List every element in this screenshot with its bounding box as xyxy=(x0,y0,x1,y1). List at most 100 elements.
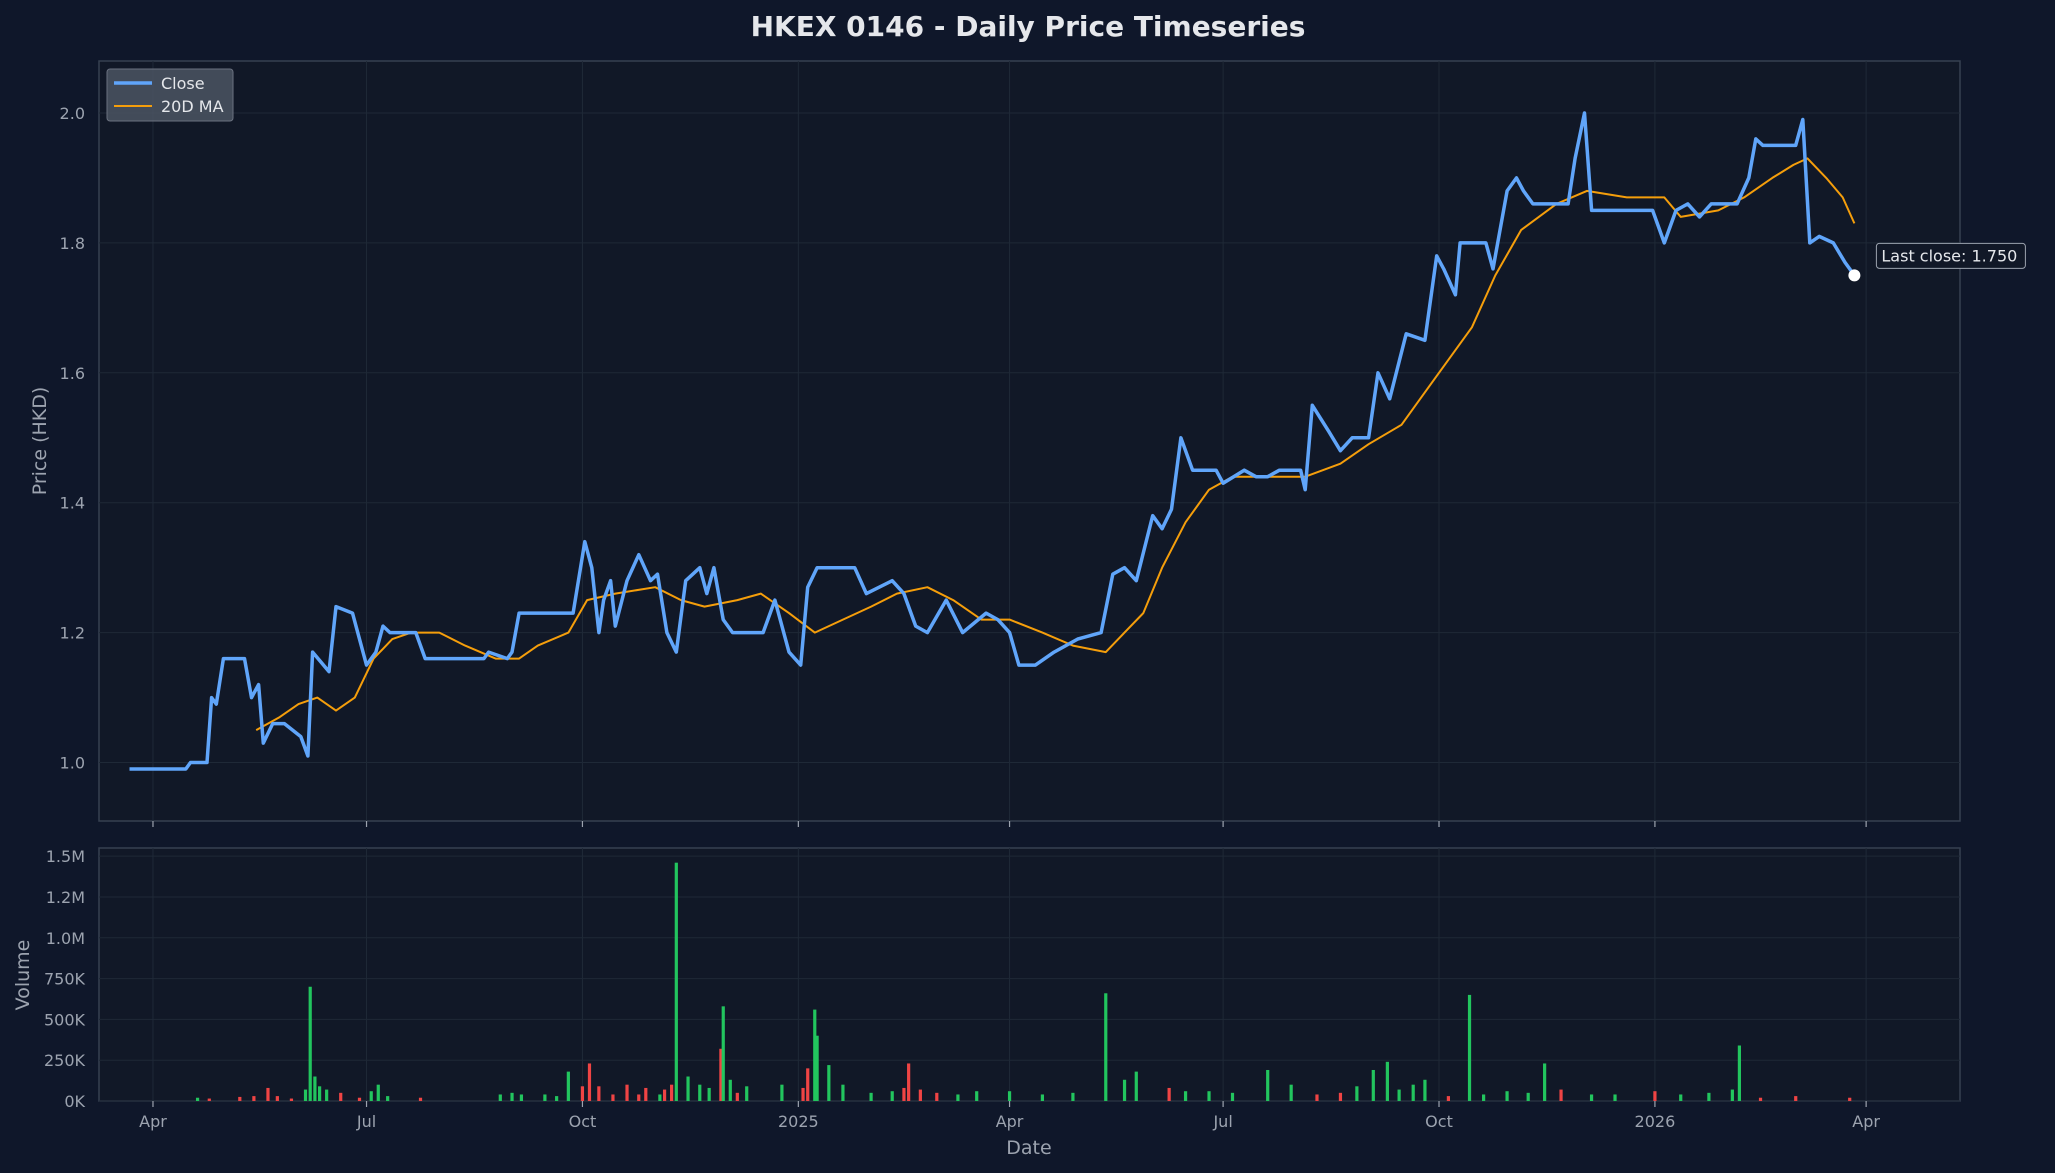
volume-bar xyxy=(275,1096,279,1101)
volume-bar xyxy=(625,1084,629,1101)
volume-bar xyxy=(580,1086,585,1101)
volume-bar xyxy=(1758,1097,1763,1101)
volume-bar xyxy=(698,1084,702,1101)
volume-bar xyxy=(1183,1091,1188,1101)
volume-bar xyxy=(869,1092,873,1101)
volume-bar xyxy=(1385,1061,1389,1101)
price-y-tick-label: 1.0 xyxy=(60,754,85,773)
volume-bar xyxy=(207,1098,211,1101)
volume-bar xyxy=(1230,1092,1235,1101)
volume-bar xyxy=(745,1086,749,1101)
volume-bar xyxy=(674,862,678,1101)
volume-bar xyxy=(1505,1091,1509,1101)
volume-bar xyxy=(611,1094,615,1101)
volume-bar xyxy=(1071,1092,1075,1101)
volume-bar xyxy=(1134,1071,1138,1101)
volume-y-axis-label: Volume xyxy=(12,940,34,1011)
volume-bar xyxy=(317,1086,322,1101)
volume-bar xyxy=(1289,1084,1293,1101)
volume-bar xyxy=(418,1097,423,1101)
volume-bar xyxy=(519,1094,524,1101)
volume-bar xyxy=(1104,993,1108,1101)
volume-bar xyxy=(1730,1089,1734,1101)
volume-bar xyxy=(1423,1079,1427,1101)
x-tick-label: Apr xyxy=(1852,1112,1880,1131)
volume-bar xyxy=(1543,1063,1547,1101)
volume-bar xyxy=(1355,1086,1359,1101)
volume-y-tick-label: 1.5M xyxy=(46,847,85,866)
volume-bar xyxy=(644,1087,648,1101)
volume-bar xyxy=(1371,1069,1375,1101)
volume-y-tick-label: 1.0M xyxy=(46,929,85,948)
x-tick-label: 2026 xyxy=(1635,1112,1676,1131)
volume-bar xyxy=(728,1079,732,1101)
volume-bar xyxy=(1040,1094,1045,1101)
annotation-box xyxy=(1875,242,2026,269)
volume-y-tick-label: 500K xyxy=(44,1010,86,1029)
volume-y-tick-label: 0K xyxy=(64,1092,85,1111)
moving-average-line xyxy=(255,157,1856,731)
volume-bar xyxy=(806,1068,810,1101)
volume-bar xyxy=(902,1087,906,1101)
volume-bar xyxy=(266,1087,270,1101)
volume-bar xyxy=(543,1094,547,1101)
volume-y-tick-label: 1.2M xyxy=(46,888,85,907)
volume-bar xyxy=(1526,1092,1530,1101)
price-y-axis-label: Price (HKD) xyxy=(29,387,51,496)
volume-bar xyxy=(707,1087,711,1101)
x-tick-label: 2025 xyxy=(778,1112,819,1131)
volume-bar xyxy=(1467,994,1472,1101)
volume-bar xyxy=(555,1096,559,1101)
price-grid xyxy=(99,61,1960,821)
price-y-tick-label: 1.2 xyxy=(60,624,85,643)
volume-bar xyxy=(662,1089,667,1101)
volume-bar xyxy=(1482,1094,1486,1101)
volume-y-tick-label: 750K xyxy=(44,970,86,989)
volume-bar xyxy=(975,1091,979,1101)
volume-bar xyxy=(815,1035,819,1101)
annotation-text: Last close: 1.750 xyxy=(1881,246,2017,265)
volume-bar xyxy=(195,1097,200,1101)
volume-bar xyxy=(1266,1069,1270,1101)
volume-bar xyxy=(658,1094,662,1101)
volume-bar xyxy=(1707,1092,1711,1101)
price-y-ticks: 1.0 1.2 1.4 1.6 1.8 2.0 xyxy=(60,104,85,773)
close-price-line xyxy=(129,111,1856,771)
volume-bar xyxy=(1122,1079,1127,1101)
volume-bar xyxy=(686,1076,690,1101)
volume-bar xyxy=(566,1071,570,1101)
volume-bar xyxy=(1446,1096,1451,1101)
volume-bar xyxy=(801,1087,805,1101)
volume-bar xyxy=(1207,1091,1211,1101)
volume-bar xyxy=(289,1098,294,1101)
volume-bar xyxy=(339,1092,343,1101)
legend-label-ma: 20D MA xyxy=(161,97,224,116)
volume-bar xyxy=(1679,1094,1683,1101)
x-tick-label: Oct xyxy=(569,1112,597,1131)
chart-title: HKEX 0146 - Daily Price Timeseries xyxy=(751,10,1306,43)
volume-bar xyxy=(890,1091,894,1101)
volume-panel xyxy=(98,847,1961,1102)
volume-bar xyxy=(918,1089,922,1101)
volume-y-ticks: 0K 250K 500K 750K 1.0M 1.2M 1.5M xyxy=(44,847,86,1111)
volume-bar xyxy=(252,1096,256,1101)
volume-bar xyxy=(907,1063,911,1101)
volume-bar xyxy=(1167,1087,1171,1101)
volume-bar xyxy=(1653,1091,1657,1101)
volume-bar xyxy=(498,1094,502,1101)
volume-bar xyxy=(325,1089,329,1101)
volume-bar xyxy=(1411,1084,1415,1101)
volume-bar xyxy=(386,1096,390,1101)
price-y-tick-label: 1.8 xyxy=(60,234,85,253)
volume-bar xyxy=(813,1009,817,1101)
x-tick-label: Apr xyxy=(139,1112,167,1131)
x-tick-label: Oct xyxy=(1425,1112,1453,1131)
date-x-ticks: Apr Jul Oct 2025 Apr Jul Oct 2026 Apr xyxy=(139,1101,1880,1131)
x-tick-label: Jul xyxy=(356,1112,376,1131)
volume-bar xyxy=(357,1097,362,1101)
x-tick-label: Apr xyxy=(996,1112,1024,1131)
volume-bar xyxy=(597,1086,601,1101)
price-y-tick-label: 2.0 xyxy=(60,104,85,123)
volume-bar xyxy=(308,986,312,1101)
